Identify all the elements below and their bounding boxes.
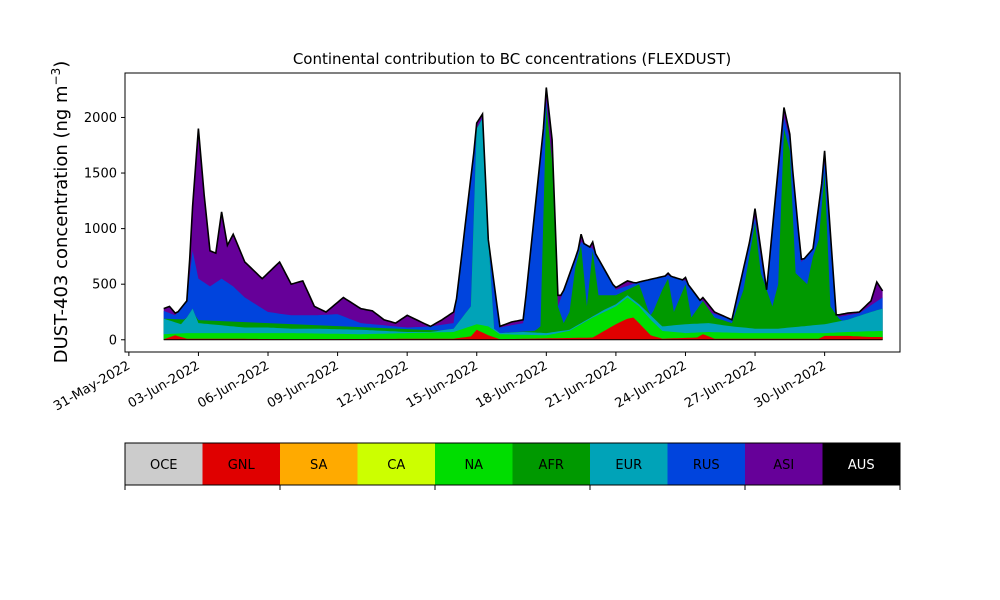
legend-swatch-oce — [125, 443, 203, 485]
x-tick-label: 03-Jun-2022 — [126, 358, 203, 411]
x-tick-label: 09-Jun-2022 — [265, 358, 342, 411]
x-tick-label: 31-May-2022 — [51, 358, 133, 414]
x-tick-label: 06-Jun-2022 — [195, 358, 272, 411]
x-tick-label: 24-Jun-2022 — [613, 358, 690, 411]
x-tick-label: 27-Jun-2022 — [682, 358, 759, 411]
legend-swatch-eur — [590, 443, 668, 485]
y-axis-label-close: ) — [51, 61, 72, 68]
x-tick-label: 12-Jun-2022 — [334, 358, 411, 411]
legend-label-afr: AFR — [539, 458, 564, 473]
legend-swatch-na — [435, 443, 513, 485]
area-series-afr — [163, 106, 883, 340]
y-tick-label: 1500 — [84, 167, 117, 182]
y-tick-label: 500 — [92, 278, 117, 293]
chart-title: Continental contribution to BC concentra… — [293, 50, 731, 68]
total-outline-line — [163, 87, 884, 328]
y-axis-label-exponent: −3 — [49, 68, 63, 86]
legend-label-aus: AUS — [848, 458, 875, 473]
x-tick-label: 15-Jun-2022 — [404, 358, 481, 411]
legend-swatch-ca — [357, 443, 436, 485]
y-tick-label: 0 — [109, 333, 117, 348]
legend-swatch-aus — [822, 443, 901, 485]
legend-swatch-asi — [745, 443, 823, 485]
legend-colorbar: OCE GNL SA CA NA AFR EUR RUS ASI AUS — [124, 442, 901, 490]
legend-swatch-rus — [667, 443, 746, 485]
legend-swatch-afr — [512, 443, 591, 485]
legend-label-sa: SA — [310, 458, 327, 473]
legend-label-gnl: GNL — [228, 458, 256, 473]
x-tick-label: 21-Jun-2022 — [543, 358, 620, 411]
x-axis: 31-May-202203-Jun-202206-Jun-202209-Jun-… — [51, 352, 829, 414]
x-tick-label: 18-Jun-2022 — [473, 358, 550, 411]
legend-swatch-gnl — [202, 443, 281, 485]
legend-label-na: NA — [464, 458, 483, 473]
legend-frame — [124, 442, 901, 486]
y-axis: 0 500 1000 1500 2000 — [84, 111, 125, 348]
legend-label-eur: EUR — [615, 458, 642, 473]
y-axis-label: DUST-403 concentration (ng m−3) — [49, 61, 72, 364]
legend-label-oce: OCE — [150, 458, 178, 473]
legend-label-rus: RUS — [693, 458, 720, 473]
plot-area — [124, 72, 901, 353]
x-tick-label: 30-Jun-2022 — [752, 358, 829, 411]
y-axis-label-main: DUST-403 concentration (ng m — [51, 85, 72, 363]
y-tick-label: 2000 — [84, 111, 117, 126]
area-series-na — [163, 297, 883, 340]
legend-swatch-sa — [280, 443, 358, 485]
legend-label-ca: CA — [387, 458, 405, 473]
plot-frame — [124, 72, 901, 353]
area-series-gnl — [163, 317, 883, 340]
y-tick-label: 1000 — [84, 222, 117, 237]
legend-label-asi: ASI — [773, 458, 794, 473]
